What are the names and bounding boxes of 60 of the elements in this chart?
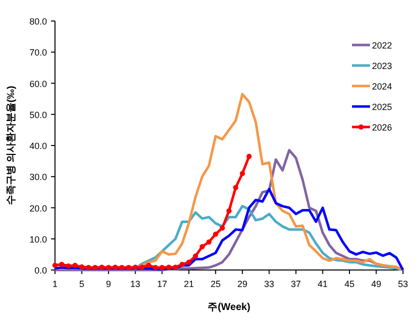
x-tick-label: 5 bbox=[79, 279, 84, 289]
point bbox=[226, 208, 232, 214]
point bbox=[52, 262, 58, 268]
point bbox=[66, 263, 71, 269]
point bbox=[220, 225, 225, 231]
point bbox=[200, 244, 205, 250]
y-tick-label: 10.0 bbox=[29, 234, 47, 244]
point bbox=[146, 262, 152, 268]
point bbox=[233, 184, 238, 190]
x-tick-label: 37 bbox=[290, 279, 301, 289]
point bbox=[59, 262, 64, 267]
legend-label: 2022 bbox=[372, 40, 392, 50]
x-tick-label: 29 bbox=[237, 279, 248, 289]
x-tick-label: 9 bbox=[106, 279, 112, 289]
legend-label: 2023 bbox=[372, 61, 392, 71]
point bbox=[132, 264, 138, 270]
y-axis-title: 수족구병 의사환자분율(‰) bbox=[6, 86, 17, 206]
legend-label: 2024 bbox=[372, 82, 392, 92]
y-tick-label: 30.0 bbox=[29, 172, 47, 182]
x-axis-title: 주(Week) bbox=[208, 302, 250, 313]
x-tick-label: 1 bbox=[52, 279, 58, 289]
point bbox=[152, 264, 158, 270]
y-tick-label: 50.0 bbox=[29, 110, 47, 120]
point bbox=[86, 264, 92, 270]
point bbox=[72, 262, 78, 268]
x-tick-label: 49 bbox=[371, 279, 382, 289]
y-tick-label: 20.0 bbox=[29, 203, 47, 214]
y-tick-label: 80.0 bbox=[29, 16, 47, 26]
point bbox=[246, 154, 252, 159]
point bbox=[213, 232, 218, 237]
point bbox=[172, 264, 178, 270]
point bbox=[192, 253, 198, 259]
y-tick-label: 40.0 bbox=[29, 141, 47, 151]
legend-label: 2026 bbox=[372, 122, 392, 132]
point bbox=[79, 264, 84, 270]
point bbox=[92, 264, 98, 270]
x-tick-label: 21 bbox=[184, 279, 194, 289]
point bbox=[106, 264, 112, 270]
point bbox=[126, 264, 132, 270]
point bbox=[186, 260, 192, 265]
point bbox=[119, 264, 125, 270]
y-tick-label: 60.0 bbox=[29, 78, 47, 89]
x-tick-label: 41 bbox=[318, 279, 328, 289]
point bbox=[112, 264, 118, 270]
point bbox=[159, 264, 165, 270]
x-tick-label: 53 bbox=[398, 279, 408, 289]
legend-label: 2025 bbox=[372, 102, 392, 112]
x-tick-label: 17 bbox=[157, 279, 168, 289]
x-tick-label: 25 bbox=[210, 279, 221, 289]
x-tick-label: 13 bbox=[130, 279, 140, 289]
y-tick-label: 70.0 bbox=[29, 48, 47, 58]
x-tick-label: 45 bbox=[344, 279, 354, 289]
point bbox=[206, 239, 212, 245]
point bbox=[139, 264, 145, 270]
point bbox=[166, 264, 172, 270]
x-tick-label: 33 bbox=[264, 279, 274, 289]
point bbox=[99, 264, 104, 270]
point bbox=[240, 170, 245, 176]
y-tick-label: 0.0 bbox=[34, 266, 47, 276]
point bbox=[180, 262, 185, 267]
